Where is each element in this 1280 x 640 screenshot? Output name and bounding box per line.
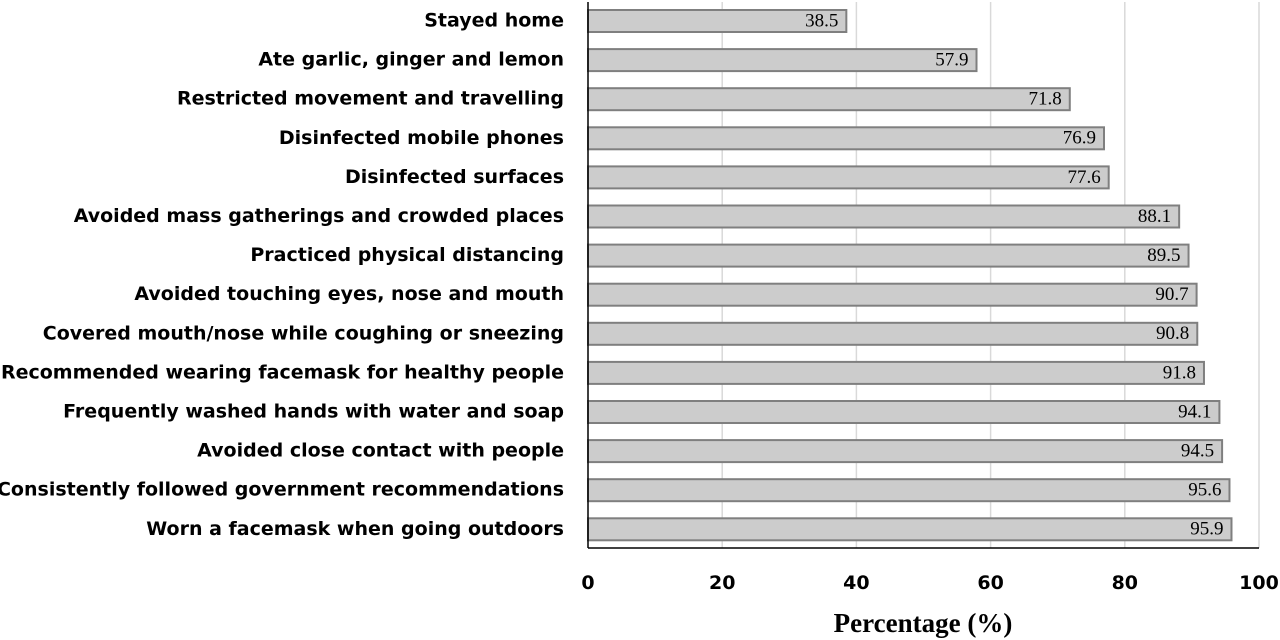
data-label: 57.9 bbox=[935, 49, 968, 70]
data-label: 95.6 bbox=[1188, 480, 1221, 501]
category-label: Avoided close contact with people bbox=[197, 440, 564, 462]
bar bbox=[587, 87, 1071, 112]
category-label: Stayed home bbox=[424, 10, 564, 32]
category-label: Avoided mass gatherings and crowded plac… bbox=[74, 205, 564, 227]
bar bbox=[587, 478, 1231, 503]
category-label: Worn a facemask when going outdoors bbox=[146, 518, 564, 540]
x-tick-label: 80 bbox=[1112, 572, 1138, 594]
category-label: Covered mouth/nose while coughing or sne… bbox=[43, 322, 564, 344]
bar bbox=[587, 517, 1233, 542]
bar bbox=[587, 48, 978, 73]
x-tick-label: 100 bbox=[1239, 572, 1279, 594]
data-label: 90.7 bbox=[1155, 284, 1188, 305]
bars bbox=[587, 9, 1233, 542]
data-label: 94.5 bbox=[1181, 440, 1214, 461]
value-labels: 38.5 57.9 71.876.9 77.6 88.1 89.5 90.7 90.8 91.8… bbox=[805, 10, 1223, 539]
data-label: 94.1 bbox=[1178, 401, 1211, 422]
data-label: 76.9 bbox=[1063, 128, 1096, 149]
data-label: 95.9 bbox=[1190, 519, 1223, 540]
data-label: 91.8 bbox=[1163, 362, 1196, 383]
x-tick-label: 20 bbox=[709, 572, 735, 594]
category-label: Ate garlic, ginger and lemon bbox=[258, 49, 564, 71]
category-label: Frequently washed hands with water and s… bbox=[63, 401, 564, 423]
data-label: 38.5 bbox=[805, 10, 838, 31]
x-tick-label: 60 bbox=[977, 572, 1003, 594]
bar bbox=[587, 165, 1110, 190]
data-label: 88.1 bbox=[1138, 206, 1171, 227]
category-label: Disinfected mobile phones bbox=[279, 127, 564, 149]
grid-lines bbox=[721, 2, 1260, 548]
category-label: Restricted movement and travelling bbox=[177, 88, 564, 110]
category-label: Recommended wearing facemask for healthy… bbox=[1, 361, 564, 383]
category-label: Consistently followed government recomme… bbox=[0, 479, 564, 501]
data-label: 90.8 bbox=[1156, 323, 1189, 344]
x-tick-label: 0 bbox=[581, 572, 594, 594]
data-label: 77.6 bbox=[1067, 167, 1100, 188]
category-labels: Stayed home Ate garlic, ginger and lemon R… bbox=[0, 10, 564, 540]
bar bbox=[587, 243, 1190, 268]
x-axis-title: Percentage (%) bbox=[834, 608, 1013, 638]
x-tick-labels: 0 20 40 60 80 100 bbox=[581, 572, 1278, 594]
category-label: Avoided touching eyes, nose and mouth bbox=[134, 283, 564, 305]
data-label: 71.8 bbox=[1029, 89, 1062, 110]
axes bbox=[587, 2, 1259, 549]
bar bbox=[587, 321, 1199, 346]
x-tick-label: 40 bbox=[843, 572, 869, 594]
bar bbox=[587, 400, 1221, 424]
bar bbox=[587, 126, 1105, 151]
bar bbox=[587, 439, 1224, 464]
bar bbox=[587, 360, 1205, 385]
bar bbox=[587, 282, 1198, 307]
category-label: Practiced physical distancing bbox=[250, 244, 564, 266]
category-label: Disinfected surfaces bbox=[345, 166, 564, 188]
bar bbox=[587, 204, 1181, 229]
data-label: 89.5 bbox=[1147, 245, 1180, 266]
